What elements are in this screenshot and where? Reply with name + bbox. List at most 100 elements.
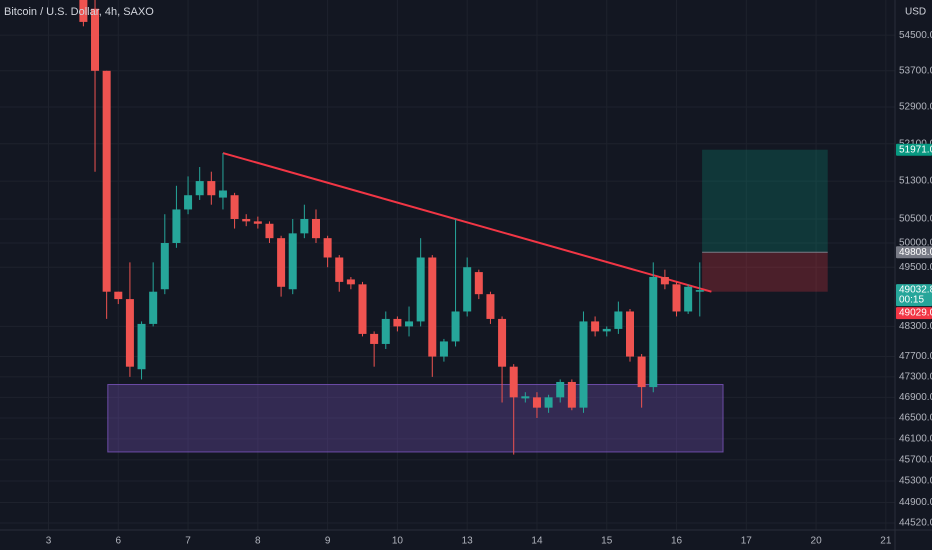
y-tick-label: 46500.0 [899, 413, 932, 424]
x-tick-label: 14 [531, 536, 543, 547]
candle-body [381, 318, 390, 344]
countdown-label: 00:15 [899, 295, 924, 306]
x-tick-label: 17 [741, 536, 753, 547]
x-tick-label: 16 [671, 536, 683, 547]
x-tick-label: 9 [325, 536, 331, 547]
candle-body [637, 356, 646, 388]
candle-body [114, 291, 123, 300]
candle-body [439, 341, 448, 357]
y-tick-label: 45300.0 [899, 476, 932, 487]
candle-body [79, 0, 88, 22]
y-tick-label: 47300.0 [899, 372, 932, 383]
chart-title: Bitcoin / U.S. Dollar, 4h, SAXO [4, 6, 154, 18]
x-tick-label: 3 [46, 536, 52, 547]
candle-body [137, 323, 146, 370]
candle-body [614, 311, 623, 329]
y-tick-label: 51300.0 [899, 176, 932, 187]
price-label: 49029.0 [899, 308, 932, 319]
trendline [222, 152, 712, 293]
candle-body [242, 218, 251, 222]
y-tick-label: 50500.0 [899, 214, 932, 225]
candle-body [649, 276, 658, 388]
y-tick-label: 46100.0 [899, 433, 932, 444]
candle-body [509, 366, 518, 398]
y-tick-label: 46900.0 [899, 392, 932, 403]
candle-body [149, 291, 158, 324]
x-tick-label: 10 [392, 536, 404, 547]
candle-body [288, 233, 297, 290]
candle-body [672, 284, 681, 312]
candle-body [207, 181, 216, 196]
currency-label: USD [905, 7, 926, 18]
candle-body [567, 381, 576, 408]
candle-body [184, 195, 193, 210]
x-tick-label: 7 [185, 536, 191, 547]
price-label: 49808.0 [899, 247, 932, 258]
candle-body [102, 70, 111, 292]
x-tick-label: 21 [880, 536, 892, 547]
candle-body [230, 195, 239, 219]
candle-body [335, 257, 344, 282]
x-tick-label: 13 [462, 536, 474, 547]
y-tick-label: 54500.0 [899, 30, 932, 41]
candle-body [626, 311, 634, 357]
candle-body [160, 242, 169, 290]
candle-body [428, 257, 437, 357]
price-label-box [896, 307, 932, 320]
candle-body [346, 279, 355, 285]
candle-body [358, 284, 367, 334]
candle-body [393, 318, 402, 327]
y-tick-label: 48300.0 [899, 321, 932, 332]
candle-body [451, 311, 460, 342]
price-label: 51971.0 [899, 144, 932, 155]
candle-body [370, 333, 379, 344]
candle-body [463, 267, 472, 312]
candle-body [405, 321, 414, 327]
y-tick-label: 44900.0 [899, 497, 932, 508]
y-tick-label: 52900.0 [899, 102, 932, 113]
y-tick-label: 53700.0 [899, 65, 932, 76]
candle-body [579, 321, 588, 408]
candle-body [91, 8, 100, 71]
candle-body [277, 238, 286, 287]
x-tick-label: 6 [115, 536, 121, 547]
candle-body [684, 286, 693, 312]
y-tick-label: 47700.0 [899, 351, 932, 362]
candle-body [416, 257, 425, 322]
y-tick-label: 50000.0 [899, 238, 932, 249]
candle-body [544, 397, 553, 408]
candle-body [521, 396, 530, 399]
candle-body [323, 238, 332, 258]
candle-body [602, 328, 611, 332]
candle-body [300, 218, 309, 234]
y-tick-label: 44520.0 [899, 518, 932, 529]
position-target [702, 149, 828, 253]
candle-body [265, 223, 274, 239]
x-tick-label: 20 [811, 536, 823, 547]
candle-body [660, 276, 669, 285]
price-label-box [896, 284, 932, 307]
candle-body [195, 181, 204, 196]
candle-body [556, 381, 565, 398]
candle-body [218, 190, 227, 198]
price-label: 49032.8 [899, 285, 932, 296]
price-label-box [896, 143, 932, 156]
candle-body [591, 321, 600, 332]
candle-body [125, 299, 134, 367]
candle-body [532, 397, 541, 408]
y-tick-label: 45700.0 [899, 454, 932, 465]
candle-body [498, 318, 507, 367]
y-tick-label: 49500.0 [899, 262, 932, 273]
x-tick-label: 15 [601, 536, 613, 547]
support-zone [107, 384, 724, 453]
candle-body [172, 209, 181, 243]
x-tick-label: 8 [255, 536, 261, 547]
candle-body [486, 294, 495, 319]
price-label-box [896, 246, 932, 259]
candle-body [311, 218, 320, 239]
candle-body [474, 272, 483, 295]
position-stop [702, 252, 828, 292]
candle-body [253, 221, 262, 224]
